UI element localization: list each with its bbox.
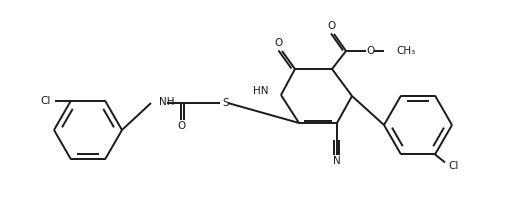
Text: O: O [366,46,375,56]
Text: Cl: Cl [448,162,458,171]
Text: S: S [222,98,229,108]
Text: NH: NH [159,97,174,107]
Text: CH₃: CH₃ [395,46,414,56]
Text: O: O [274,38,282,48]
Text: Cl: Cl [41,95,51,106]
Text: HN: HN [253,86,268,96]
Text: O: O [178,121,186,131]
Text: O: O [327,21,335,31]
Text: N: N [332,156,340,166]
